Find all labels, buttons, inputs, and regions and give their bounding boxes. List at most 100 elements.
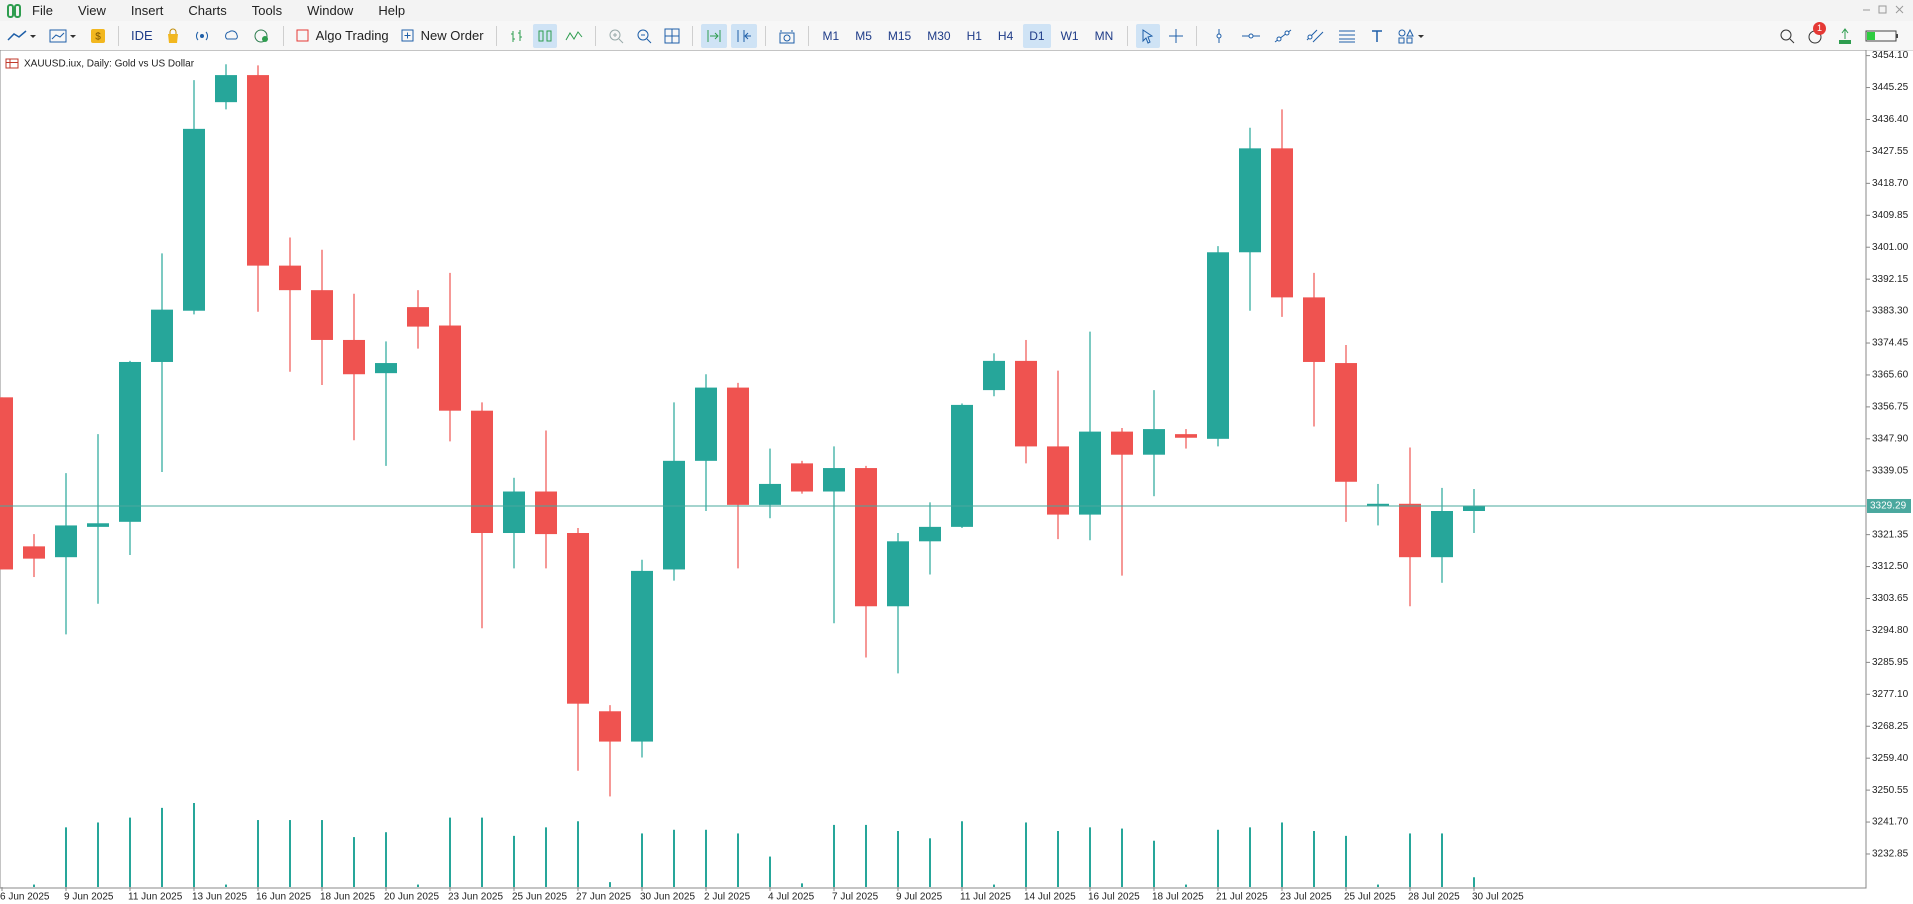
y-tick-label: 3339.05 xyxy=(1872,465,1909,476)
candle-body xyxy=(0,397,13,570)
menu-bar: File View Insert Charts Tools Window Help xyxy=(0,0,1913,21)
algo-trading-button[interactable]: Algo Trading xyxy=(292,24,393,48)
volume-bar xyxy=(641,833,643,887)
toolbar: $ IDE Algo Trading New Order M1 M5 M15 M30 H… xyxy=(0,21,1913,51)
y-tick-label: 3241.70 xyxy=(1872,817,1909,828)
search-button[interactable] xyxy=(1775,24,1799,48)
candle-body xyxy=(1175,434,1197,438)
crosshair-tool[interactable] xyxy=(1164,24,1188,48)
text-tool[interactable] xyxy=(1365,24,1389,48)
connection-status xyxy=(1861,24,1903,48)
menu-items: File View Insert Charts Tools Window Help xyxy=(32,3,430,18)
y-tick-label: 3277.10 xyxy=(1872,689,1909,700)
chart: XAUUSD.iux, Daily: Gold vs US Dollar 345… xyxy=(0,50,1911,903)
algo-trading-label: Algo Trading xyxy=(315,28,389,43)
autoscroll-button[interactable] xyxy=(700,23,727,48)
timeframes: M1 M5 M15 M30 H1 H4 D1 W1 MN xyxy=(815,23,1122,48)
separator xyxy=(594,25,596,46)
candle-body xyxy=(823,468,845,492)
cursor-tool[interactable] xyxy=(1136,23,1161,48)
timeframe-button[interactable]: M15 xyxy=(887,28,912,43)
vps-button[interactable] xyxy=(219,24,245,48)
account-button[interactable] xyxy=(1833,24,1857,48)
trendline-tool[interactable] xyxy=(1269,24,1297,48)
timeframe-button[interactable]: M30 xyxy=(927,28,951,43)
template-button[interactable] xyxy=(44,24,82,48)
y-tick-label: 3392.15 xyxy=(1872,274,1909,285)
menu-item[interactable]: Window xyxy=(307,3,354,18)
svg-text:$: $ xyxy=(95,31,101,42)
chart-type-button[interactable] xyxy=(2,24,40,48)
new-order-button[interactable]: New Order xyxy=(397,24,488,48)
x-tick-label: 7 Jul 2025 xyxy=(832,892,879,903)
y-tick-label: 3321.35 xyxy=(1872,529,1909,540)
volume-bar xyxy=(65,827,67,887)
candle-body xyxy=(535,491,557,535)
window-controls[interactable] xyxy=(1861,3,1907,17)
y-tick-label: 3294.80 xyxy=(1872,625,1909,636)
market-button[interactable]: $ xyxy=(86,24,110,48)
menu-item[interactable]: Help xyxy=(378,3,406,18)
candle-body xyxy=(791,463,813,492)
menu-item[interactable]: Charts xyxy=(188,3,227,18)
shapes-tool[interactable] xyxy=(1393,24,1431,48)
candle-body xyxy=(1079,431,1101,515)
separator xyxy=(691,25,693,46)
timeframe-button[interactable]: W1 xyxy=(1060,28,1079,43)
menu-item[interactable]: Tools xyxy=(251,3,283,18)
bar-chart-button[interactable] xyxy=(505,24,529,48)
candle-body xyxy=(215,75,237,103)
ide-button[interactable]: IDE xyxy=(131,28,153,43)
candle-chart-button[interactable] xyxy=(532,23,557,48)
screenshot-button[interactable] xyxy=(774,24,800,48)
volume-bar xyxy=(321,820,323,887)
chart-shift-button[interactable] xyxy=(730,23,757,48)
volume-bar xyxy=(929,838,931,887)
timeframe-button[interactable]: D1 xyxy=(1023,23,1051,48)
volume-bar xyxy=(385,832,387,887)
chart-icon-lines xyxy=(6,59,18,68)
timeframe-button[interactable]: M1 xyxy=(822,28,840,43)
horizontal-line-tool[interactable] xyxy=(1237,24,1265,48)
volume-bar xyxy=(1121,828,1123,887)
fibonacci-tool[interactable] xyxy=(1333,24,1361,48)
candle-body xyxy=(919,526,941,542)
timeframe-button[interactable]: M5 xyxy=(855,28,872,43)
timeframe-button[interactable]: H1 xyxy=(966,28,982,43)
notifications-button[interactable]: 1 xyxy=(1803,22,1829,48)
timeframe-button[interactable]: MN xyxy=(1094,28,1114,43)
volume-bar xyxy=(769,856,771,887)
x-tick-label: 9 Jul 2025 xyxy=(896,892,943,903)
volume-bar xyxy=(449,817,451,887)
candle-body xyxy=(1367,503,1389,506)
timeframe-button[interactable]: H4 xyxy=(997,28,1014,43)
zoom-out-button[interactable] xyxy=(632,24,656,48)
candle-body xyxy=(983,360,1005,391)
separator xyxy=(1196,25,1198,46)
tile-button[interactable] xyxy=(660,24,684,48)
candle-body xyxy=(887,541,909,607)
x-tick-label: 18 Jul 2025 xyxy=(1152,892,1204,903)
y-tick-label: 3365.60 xyxy=(1872,370,1909,381)
volume-bar xyxy=(673,829,675,887)
shop-button[interactable] xyxy=(161,24,185,48)
volume-bar xyxy=(1473,877,1475,887)
current-price-label: 3329.29 xyxy=(1870,501,1907,512)
x-tick-label: 20 Jun 2025 xyxy=(384,892,439,903)
menu-item[interactable]: File xyxy=(32,3,53,18)
vertical-line-tool[interactable] xyxy=(1205,24,1233,48)
channel-tool[interactable] xyxy=(1301,24,1329,48)
candle-body xyxy=(311,290,333,340)
y-tick-label: 3409.85 xyxy=(1872,210,1909,221)
volume-bar xyxy=(609,882,611,887)
x-tick-label: 25 Jun 2025 xyxy=(512,892,567,903)
menu-item[interactable]: Insert xyxy=(130,3,164,18)
menu-item[interactable]: View xyxy=(77,3,106,18)
line-chart-button[interactable] xyxy=(561,24,587,48)
signals-button[interactable] xyxy=(189,24,215,48)
community-button[interactable] xyxy=(249,24,275,48)
volume-bar xyxy=(1409,833,1411,887)
separator xyxy=(495,25,497,46)
x-tick-label: 30 Jun 2025 xyxy=(640,892,695,903)
zoom-in-button[interactable] xyxy=(604,24,628,48)
